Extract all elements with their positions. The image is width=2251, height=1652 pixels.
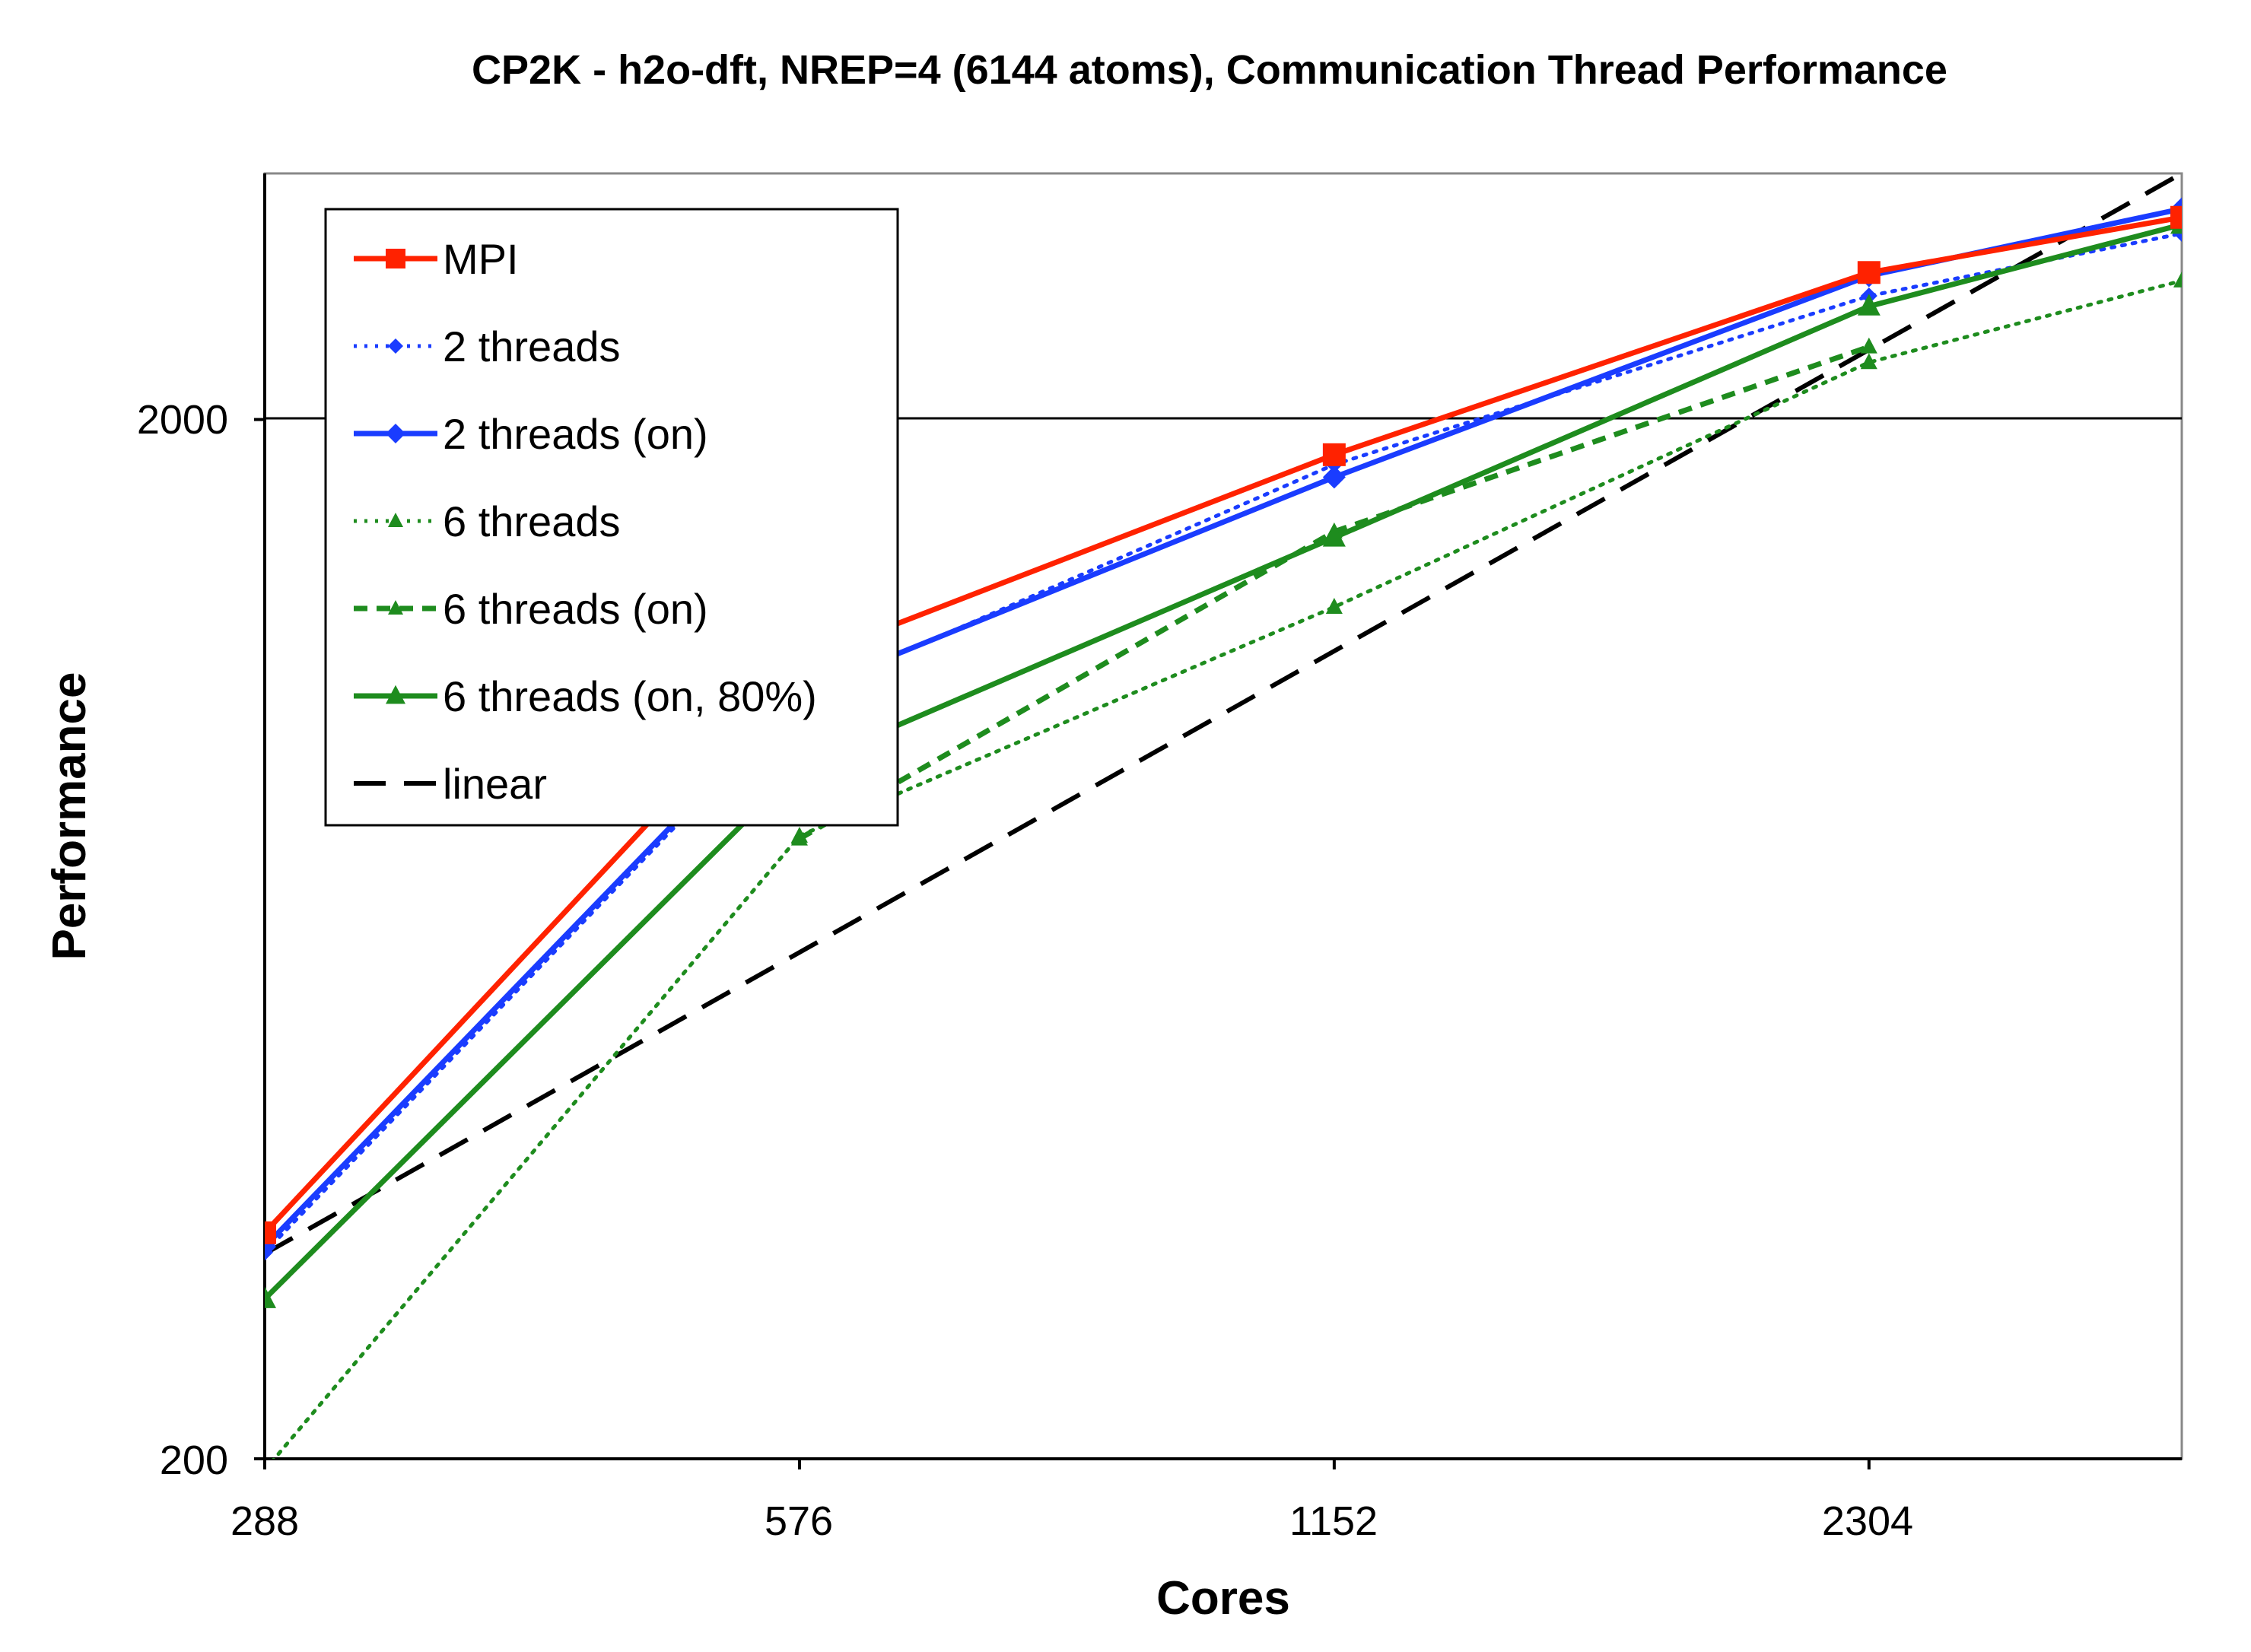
x-tick-label-576: 576 <box>765 1498 833 1544</box>
x-tick-label-2304: 2304 <box>1822 1498 1913 1544</box>
legend-box <box>324 208 899 827</box>
data-point-6-threads-on-80-1152 <box>1322 525 1346 547</box>
data-point-6-threads-on-80-288 <box>265 1286 276 1308</box>
data-point-mpi-3456 <box>2170 205 2182 229</box>
y-axis-label: Performance <box>43 672 96 960</box>
legend-item-6-threads: 6 threads <box>354 497 621 545</box>
y-tick-label-2000: 2000 <box>137 397 228 443</box>
series-6-threads-on <box>790 337 1877 846</box>
legend-marker-2-threads <box>388 338 403 354</box>
legend-marker-6-threads <box>388 513 403 527</box>
chart-title: CP2K - h2o-dft, NREP=4 (6144 atoms), Com… <box>472 47 1947 93</box>
legend-label-6-threads: 6 threads <box>443 497 621 545</box>
series-line-6-threads-on <box>798 344 1870 841</box>
data-point-2-threads-on-1152 <box>1322 465 1346 489</box>
legend-item-mpi: MPI <box>354 235 519 283</box>
data-point-mpi-2304 <box>1857 261 1881 284</box>
legend-label-6-threads-on: 6 threads (on) <box>443 585 708 633</box>
data-point-6-threads-on-2304 <box>1860 337 1877 354</box>
legend-label-2-threads-on: 2 threads (on) <box>443 410 708 458</box>
data-point-6-threads-2304 <box>1860 353 1877 370</box>
x-axis-label: Cores <box>1156 1572 1290 1625</box>
x-tick-label-1152: 1152 <box>1289 1498 1378 1544</box>
data-point-6-threads-1152 <box>1325 598 1343 614</box>
legend-label-2-threads: 2 threads <box>443 322 621 370</box>
legend-item-2-threads: 2 threads <box>354 322 621 370</box>
data-point-6-threads-on-80-2304 <box>1857 294 1881 316</box>
legend-label-6-threads-on-80: 6 threads (on, 80%) <box>443 672 817 720</box>
legend-item-linear: linear <box>354 760 547 808</box>
legend-item-2-threads-on: 2 threads (on) <box>354 410 708 458</box>
legend-item-6-threads-on: 6 threads (on) <box>354 585 708 633</box>
legend-item-6-threads-on-80: 6 threads (on, 80%) <box>354 672 817 720</box>
legend-marker-6-threads-on-80 <box>386 685 405 704</box>
axis-ticks <box>254 418 1871 1469</box>
legend-label-linear: linear <box>443 760 547 808</box>
data-point-6-threads-3456 <box>2173 271 2182 288</box>
legend-marker-6-threads-on <box>388 600 403 615</box>
legend: MPI 2 threads 2 threads (on) 6 threads 6 thr… <box>324 208 899 827</box>
legend-label-mpi: MPI <box>443 235 519 283</box>
legend-marker-2-threads-on <box>386 424 405 443</box>
data-point-mpi-288 <box>265 1221 276 1244</box>
series-linear <box>265 173 2182 1256</box>
data-point-mpi-1152 <box>1322 443 1346 466</box>
y-tick-label-200: 200 <box>160 1438 228 1483</box>
series-line-6-threads <box>272 278 2182 1459</box>
x-tick-label-288: 288 <box>231 1498 299 1544</box>
legend-marker-mpi <box>386 249 405 268</box>
legend-items: MPI 2 threads 2 threads (on) 6 threads 6 thr… <box>354 235 817 808</box>
data-point-6-threads-on-576 <box>790 829 808 846</box>
series-line-linear <box>265 173 2182 1256</box>
